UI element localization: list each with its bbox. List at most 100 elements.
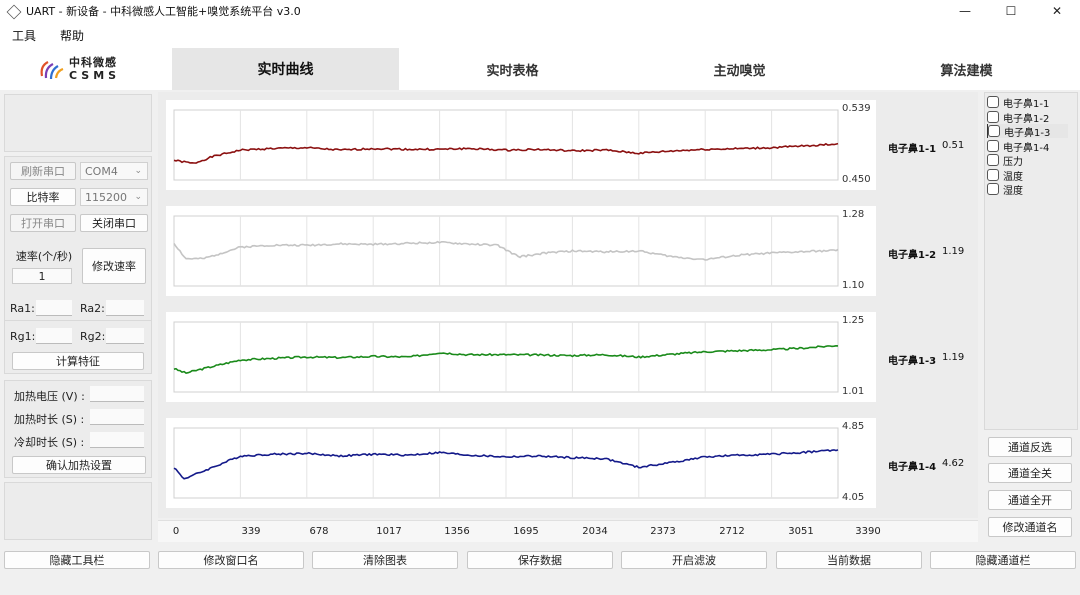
chevron-down-icon: ⌄ bbox=[134, 166, 142, 176]
channel-checkbox-temperature[interactable]: 温度 bbox=[987, 168, 1023, 183]
chart-area: 0.539 0.450 电子鼻1-1 0.51 1.28 1.10 电子鼻1-2… bbox=[158, 92, 978, 518]
series-line bbox=[173, 344, 839, 374]
port-select[interactable]: COM4 ⌄ bbox=[80, 162, 148, 180]
clear-chart-button[interactable]: 清除图表 bbox=[312, 551, 458, 569]
channel-checkbox-2[interactable]: 电子鼻1-2 bbox=[987, 110, 1049, 125]
tab-realtime-table[interactable]: 实时表格 bbox=[486, 63, 539, 79]
ytick-max-2: 1.28 bbox=[842, 209, 865, 220]
ytick-max-3: 1.25 bbox=[842, 315, 865, 326]
channel-value-1: 0.51 bbox=[942, 140, 965, 151]
baud-value: 115200 bbox=[85, 190, 127, 204]
baud-select[interactable]: 115200 ⌄ bbox=[80, 188, 148, 206]
x-tick-label: 2373 bbox=[650, 526, 676, 537]
change-rate-button[interactable]: 修改速率 bbox=[82, 248, 146, 284]
heat-voltage-input[interactable] bbox=[90, 386, 144, 402]
save-data-button[interactable]: 保存数据 bbox=[467, 551, 613, 569]
x-tick-label: 3390 bbox=[855, 526, 881, 537]
open-port-button[interactable]: 打开串口 bbox=[10, 214, 76, 232]
rate-input[interactable]: 1 bbox=[12, 268, 72, 284]
channel-value-3: 1.19 bbox=[942, 352, 965, 363]
ra1-input[interactable] bbox=[36, 300, 72, 316]
checkbox-icon[interactable] bbox=[987, 140, 999, 152]
csms-logo: 中科微感 CSMS bbox=[36, 54, 126, 84]
rate-label: 速率(个/秒) bbox=[15, 250, 73, 263]
rename-window-button[interactable]: 修改窗口名 bbox=[158, 551, 304, 569]
chart-svg-1 bbox=[173, 109, 839, 181]
channel-name-4: 电子鼻1-4 bbox=[888, 462, 937, 473]
logo-cn-text: 中科微感 bbox=[69, 56, 117, 69]
window-controls: — ☐ ✕ bbox=[942, 0, 1080, 22]
rg1-label: Rg1: bbox=[10, 330, 36, 343]
channel-value-2: 1.19 bbox=[942, 246, 965, 257]
menu-tools[interactable]: 工具 bbox=[12, 28, 37, 43]
current-data-button[interactable]: 当前数据 bbox=[776, 551, 922, 569]
ra2-input[interactable] bbox=[106, 300, 144, 316]
checkbox-icon[interactable] bbox=[987, 183, 999, 195]
checkbox-icon[interactable] bbox=[987, 169, 999, 181]
ytick-min-3: 1.01 bbox=[842, 386, 865, 397]
chart-card-2: 1.28 1.10 bbox=[166, 206, 876, 296]
channel-checkbox-3[interactable]: 电子鼻1-3 bbox=[987, 124, 1069, 139]
calc-feature-button[interactable]: 计算特征 bbox=[12, 352, 144, 370]
rename-channel-button[interactable]: 修改通道名 bbox=[988, 517, 1072, 537]
x-tick-label: 0 bbox=[172, 526, 180, 537]
hide-toolbar-button[interactable]: 隐藏工具栏 bbox=[4, 551, 150, 569]
checkbox-icon[interactable] bbox=[987, 111, 999, 123]
confirm-heat-button[interactable]: 确认加热设置 bbox=[12, 456, 146, 474]
enable-filter-button[interactable]: 开启滤波 bbox=[621, 551, 767, 569]
refresh-port-button[interactable]: 刷新串口 bbox=[10, 162, 76, 180]
chevron-down-icon: ⌄ bbox=[134, 192, 142, 202]
close-port-button[interactable]: 关闭串口 bbox=[80, 214, 148, 232]
info-panel bbox=[4, 94, 152, 152]
logo-icon bbox=[40, 61, 64, 80]
x-tick-label: 2034 bbox=[582, 526, 608, 537]
ytick-min-2: 1.10 bbox=[842, 280, 865, 291]
chart-card-3: 1.25 1.01 bbox=[166, 312, 876, 402]
hide-channel-bar-button[interactable]: 隐藏通道栏 bbox=[930, 551, 1076, 569]
heat-voltage-label: 加热电压 (V) : bbox=[14, 390, 85, 403]
heat-time-label: 加热时长 (S) : bbox=[14, 413, 85, 426]
checkbox-icon[interactable] bbox=[987, 154, 999, 166]
rg2-input[interactable] bbox=[106, 328, 144, 344]
channel-checkbox-humidity[interactable]: 湿度 bbox=[987, 182, 1023, 197]
x-axis: 0 339 678 1017 1356 1695 2034 2373 2712 … bbox=[158, 520, 978, 542]
tab-realtime-curve[interactable]: 实时曲线 bbox=[172, 48, 399, 90]
channel-checkbox-4[interactable]: 电子鼻1-4 bbox=[987, 139, 1050, 154]
channel-panel: 电子鼻1-1 电子鼻1-2 电子鼻1-3 电子鼻1-4 压力 温度 湿度 bbox=[984, 92, 1078, 430]
menu-help[interactable]: 帮助 bbox=[60, 28, 85, 43]
checkbox-icon[interactable] bbox=[988, 125, 1000, 137]
channel-all-on-button[interactable]: 通道全开 bbox=[988, 490, 1072, 510]
channel-checkbox-label: 压力 bbox=[1003, 156, 1023, 168]
ytick-max-4: 4.85 bbox=[842, 421, 865, 432]
rg1-input[interactable] bbox=[36, 328, 72, 344]
channel-checkbox-pressure[interactable]: 压力 bbox=[987, 153, 1023, 168]
ytick-min-4: 4.05 bbox=[842, 492, 865, 503]
chart-svg-4 bbox=[173, 427, 839, 499]
tab-active-olfaction[interactable]: 主动嗅觉 bbox=[713, 63, 766, 79]
close-button[interactable]: ✕ bbox=[1051, 4, 1063, 18]
port-value: COM4 bbox=[85, 164, 118, 178]
channel-checkbox-label: 电子鼻1-4 bbox=[1003, 142, 1050, 154]
chart-card-4: 4.85 4.05 bbox=[166, 418, 876, 508]
x-tick-label: 2712 bbox=[719, 526, 745, 537]
rg2-label: Rg2: bbox=[80, 330, 106, 343]
channel-invert-button[interactable]: 通道反选 bbox=[988, 437, 1072, 457]
cool-time-input[interactable] bbox=[90, 432, 144, 448]
channel-checkbox-label: 电子鼻1-3 bbox=[1004, 127, 1051, 139]
channel-checkbox-label: 湿度 bbox=[1003, 185, 1023, 197]
channel-all-off-button[interactable]: 通道全关 bbox=[988, 463, 1072, 483]
chart-card-1: 0.539 0.450 bbox=[166, 100, 876, 190]
x-tick-label: 1695 bbox=[513, 526, 539, 537]
chart-svg-3 bbox=[173, 321, 839, 393]
checkbox-icon[interactable] bbox=[987, 96, 999, 108]
ytick-max-1: 0.539 bbox=[842, 103, 871, 114]
x-tick-label: 3051 bbox=[788, 526, 814, 537]
minimize-button[interactable]: — bbox=[959, 4, 971, 18]
log-panel bbox=[4, 482, 152, 540]
maximize-button[interactable]: ☐ bbox=[1005, 4, 1017, 18]
channel-checkbox-1[interactable]: 电子鼻1-1 bbox=[987, 95, 1049, 110]
tab-algorithm-modeling[interactable]: 算法建模 bbox=[940, 63, 993, 79]
x-tick-label: 1356 bbox=[444, 526, 470, 537]
heat-time-input[interactable] bbox=[90, 409, 144, 425]
series-line bbox=[173, 240, 839, 261]
